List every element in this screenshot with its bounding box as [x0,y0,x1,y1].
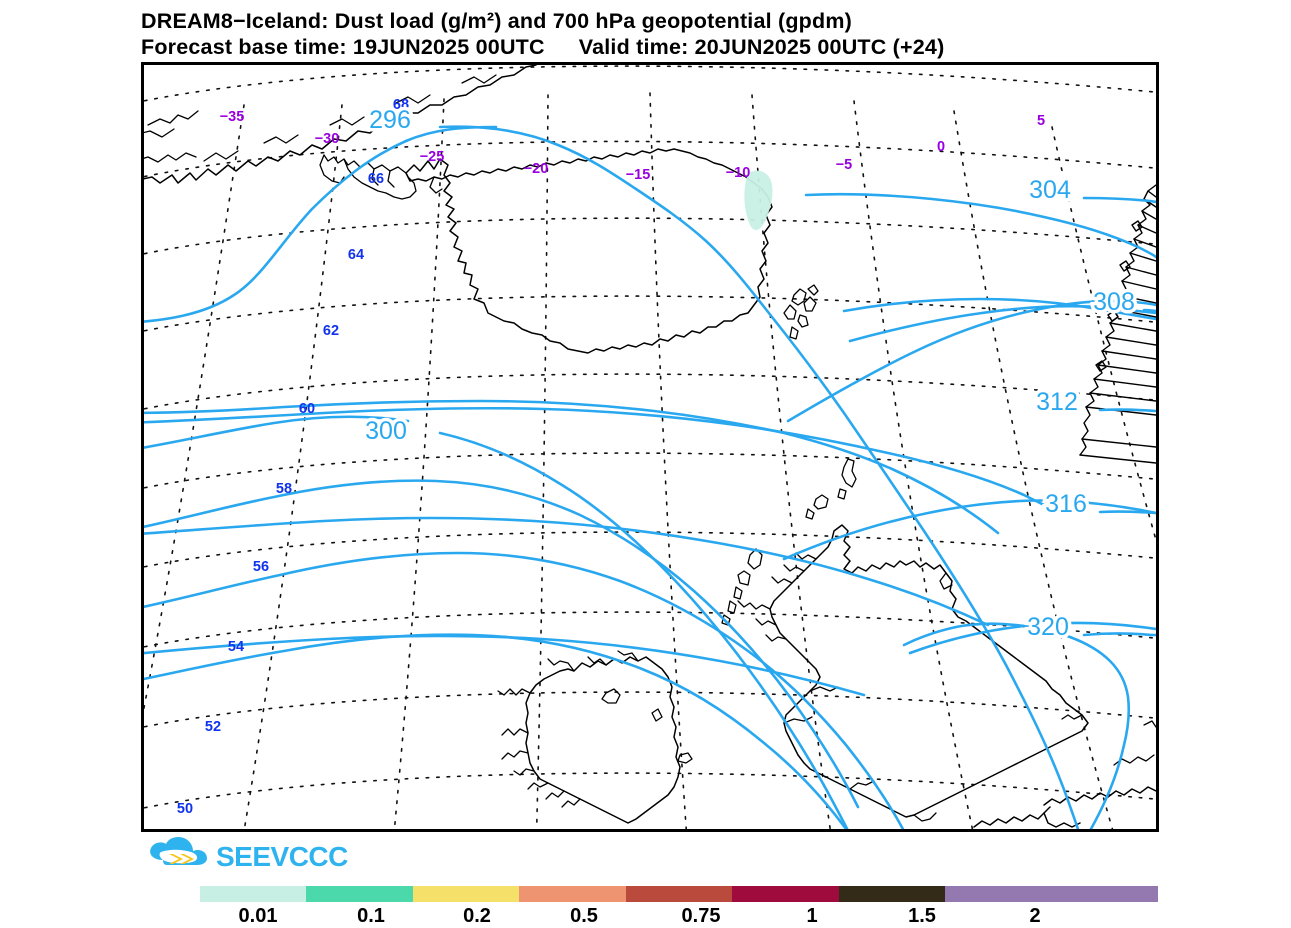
contour-320 [144,634,866,697]
lat-label: 68 [393,97,409,113]
lon-label: −30 [315,131,340,147]
lon-label: −25 [420,149,445,165]
lat-label: 58 [276,481,292,497]
coastline-great-britain [769,524,1089,818]
colorbar-tick: 0.1 [357,905,385,927]
contour-label-halo: 316 [1045,490,1087,518]
colorbar-segment [838,886,946,902]
chart-title-line2: Forecast base time: 19JUN2025 00UTC Vali… [141,34,1281,60]
lon-label: −10 [726,165,751,181]
contour-308 [144,633,848,829]
chevron-icon [169,854,194,864]
coastline-faroe-islands [783,284,819,340]
colorbar-tick-labels: 0.01 0.1 0.2 0.5 0.75 1 1.5 2 [200,905,1158,927]
contour-300 [144,415,410,449]
colorbar-tick: 0.5 [570,905,598,927]
graticule-longitude-lines [144,92,1156,829]
coastlines [144,65,1156,828]
seevccc-logo: SEEVCCC [143,834,358,874]
map-canvas: −35 −30 −25 −20 −15 −10 −5 0 5 68 66 64 … [144,65,1156,829]
chart-title-line1: DREAM8−Iceland: Dust load (g/m²) and 700… [141,9,853,33]
contour-label-halo: 312 [1036,388,1078,416]
longitude-labels: −35 −30 −25 −20 −15 −10 −5 0 5 [220,109,1045,183]
lat-label: 54 [228,639,244,655]
contour-label-halo: 320 [1027,613,1069,641]
lat-label: 56 [253,559,269,575]
colorbar-tick: 0.01 [238,905,278,927]
contour-label-halo: 308 [1093,288,1135,316]
coastline-iceland [405,148,773,354]
coastline-orkney [805,494,829,520]
contour-label: 316 [1045,490,1087,518]
logo-graphic: SEEVCCC [150,836,349,872]
colorbar-tick: 1 [806,905,818,927]
contour-label-halo: 304 [1029,176,1071,204]
chart-title-block: DREAM8−Iceland: Dust load (g/m²) and 700… [141,8,1281,60]
colorbar-segment [732,886,839,902]
latitude-labels: 68 66 64 62 60 58 56 54 52 50 [177,97,409,817]
forecast-base-time: Forecast base time: 19JUN2025 00UTC [141,35,545,59]
contour-304 [144,551,905,829]
coastline-greenland [144,65,537,184]
lon-label: −15 [626,167,651,183]
cloud-icon [150,836,207,865]
logo-text: SEEVCCC [216,841,348,872]
lon-label: 5 [1037,113,1045,129]
colorbar-tick: 2 [1029,905,1041,927]
contour-312 [144,399,1000,535]
geopotential-contour-labels: 296 296 300 300 304 304 308 308 312 312 … [362,103,1139,645]
dust-load-colorbar: 0.01 0.1 0.2 0.5 0.75 1 1.5 2 [200,886,1158,927]
lat-label: 62 [323,323,339,339]
coastline-norway [1079,184,1156,464]
lat-label: 66 [368,171,384,187]
coastline-ireland [525,656,681,824]
colorbar-tick: 0.75 [681,905,721,927]
contour-label: 308 [1093,288,1135,316]
contour-label-halo: 296 [369,106,411,134]
valid-time: Valid time: 20JUN2025 00UTC (+24) [578,35,945,59]
contour-label: 296 [369,106,411,134]
colorbar-tick: 1.5 [908,905,936,927]
contour-label: 320 [1027,613,1069,641]
contour-label: 312 [1036,388,1078,416]
contour-316 [144,516,990,627]
colorbar-tick: 0.2 [463,905,491,927]
map-plot-area: −35 −30 −25 −20 −15 −10 −5 0 5 68 66 64 … [141,62,1159,832]
colorbar-gradient [200,886,1158,902]
lat-label: 50 [177,801,193,817]
lon-label: −5 [836,157,853,173]
colorbar-segment [945,886,1052,902]
contour-296 [144,125,498,323]
contour-label: 304 [1029,176,1071,204]
lat-label: 60 [299,401,315,417]
geopotential-contours [144,125,1156,829]
contour-label: 300 [365,417,407,445]
coastline-shetland [837,458,857,500]
contour-label-halo: 300 [365,417,407,445]
dust-load-plume [744,170,773,231]
lat-label: 52 [205,719,221,735]
lon-label: −35 [220,109,245,125]
lon-label: −20 [524,161,549,177]
colorbar-segment [625,886,733,902]
colorbar-segment [412,886,520,902]
coastline-continental-europe [1043,786,1156,806]
colorbar-segment [306,886,413,902]
colorbar-segment [1051,886,1158,902]
lat-label: 64 [348,247,364,263]
colorbar-segment [519,886,626,902]
lon-label: 0 [937,139,945,155]
colorbar-segment [200,886,307,902]
